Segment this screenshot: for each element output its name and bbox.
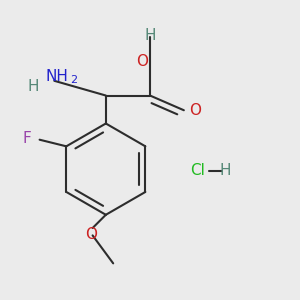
Text: H: H [219,163,231,178]
Text: NH: NH [46,70,68,85]
Text: 2: 2 [70,75,77,85]
Text: O: O [136,54,148,69]
Text: O: O [189,103,201,118]
Text: H: H [144,28,156,43]
Text: F: F [22,131,31,146]
Text: H: H [28,79,39,94]
Text: Cl: Cl [190,163,205,178]
Text: O: O [85,227,97,242]
